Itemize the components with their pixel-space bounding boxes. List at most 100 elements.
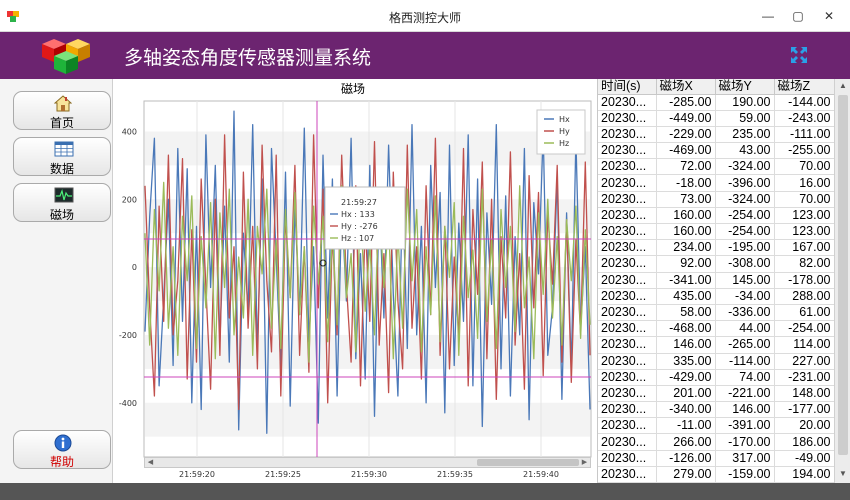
nav-data-button[interactable]: 数据 xyxy=(13,137,111,176)
table-cell: -265.00 xyxy=(715,336,775,354)
table-row[interactable]: 20230... 72.00 -324.00 70.00 xyxy=(598,158,835,176)
table-cell: 160.00 xyxy=(656,223,716,241)
chart-scroll-thumb[interactable] xyxy=(477,459,579,466)
table-row[interactable]: 20230... 146.00 -265.00 114.00 xyxy=(598,336,835,354)
table-cell: 146.00 xyxy=(656,336,716,354)
table-row[interactable]: 20230... 234.00 -195.00 167.00 xyxy=(598,239,835,257)
table-cell: 234.00 xyxy=(656,239,716,257)
table-cell: -195.00 xyxy=(715,239,775,257)
magnetic-chart[interactable]: 磁场 400 200 0 -200 -400 21:59:20 21:59:25 21:59… xyxy=(113,79,597,483)
scroll-up-arrow-icon[interactable]: ▲ xyxy=(839,81,847,90)
nav-magnetic-button[interactable]: 磁场 xyxy=(13,183,111,222)
table-cell: 190.00 xyxy=(715,94,775,111)
table-row[interactable]: 20230... -126.00 317.00 -49.00 xyxy=(598,450,835,467)
table-vertical-scrollbar[interactable]: ▲ ▼ xyxy=(834,79,850,483)
table-row[interactable]: 20230... 160.00 -254.00 123.00 xyxy=(598,207,835,225)
x-tick-label: 21:59:40 xyxy=(523,470,559,479)
minimize-button[interactable]: — xyxy=(762,9,774,23)
table-cell: 74.00 xyxy=(715,369,775,386)
chart-panel: 磁场 400 200 0 -200 -400 21:59:20 21:59:25 21:59… xyxy=(113,79,597,483)
table-cell: 20230... xyxy=(598,288,657,305)
table-scroll-thumb[interactable] xyxy=(838,95,848,455)
table-cell: 20230... xyxy=(598,450,657,467)
y-tick-label: -400 xyxy=(119,399,137,408)
table-row[interactable]: 20230... -429.00 74.00 -231.00 xyxy=(598,369,835,386)
table-row[interactable]: 20230... 435.00 -34.00 288.00 xyxy=(598,288,835,305)
table-cell: 145.00 xyxy=(715,272,775,289)
table-cell: -49.00 xyxy=(774,450,835,467)
tooltip-value-hz: Hz : 107 xyxy=(341,234,374,243)
tooltip-box xyxy=(324,186,406,250)
fullscreen-icon[interactable] xyxy=(790,46,808,64)
table-cell: 201.00 xyxy=(656,385,716,403)
table-cell: -336.00 xyxy=(715,304,775,322)
table-cell: -449.00 xyxy=(656,110,716,127)
table-row[interactable]: 20230... 201.00 -221.00 148.00 xyxy=(598,385,835,403)
table-cell: 20230... xyxy=(598,207,657,225)
table-row[interactable]: 20230... 279.00 -159.00 194.00 xyxy=(598,466,835,483)
table-cell: 61.00 xyxy=(774,304,835,322)
sidebar: 首页 数据 磁场 帮助 xyxy=(0,79,113,483)
column-header[interactable]: 磁场X xyxy=(656,79,716,95)
scroll-down-arrow-icon[interactable]: ▼ xyxy=(839,469,847,478)
cubes-logo-icon xyxy=(42,39,90,74)
table-row[interactable]: 20230... 266.00 -170.00 186.00 xyxy=(598,433,835,451)
legend-label: Hy xyxy=(559,127,570,136)
table-cell: 194.00 xyxy=(774,466,835,483)
table-cell: 20230... xyxy=(598,433,657,451)
column-header[interactable]: 磁场Y xyxy=(715,79,775,95)
chart-horizontal-scrollbar[interactable]: ◀ ▶ xyxy=(144,457,591,468)
close-button[interactable]: ✕ xyxy=(823,9,835,23)
table-cell: -324.00 xyxy=(715,158,775,176)
table-cell: 20230... xyxy=(598,385,657,403)
waveform-icon xyxy=(54,187,74,203)
nav-home-button[interactable]: 首页 xyxy=(13,91,111,130)
x-tick-label: 21:59:25 xyxy=(265,470,301,479)
home-icon xyxy=(54,95,72,112)
table-cell: 20230... xyxy=(598,239,657,257)
table-cell: 20230... xyxy=(598,466,657,483)
table-cell: 114.00 xyxy=(774,336,835,354)
table-row[interactable]: 20230... 73.00 -324.00 70.00 xyxy=(598,191,835,208)
table-cell: -324.00 xyxy=(715,191,775,208)
table-row[interactable]: 20230... -468.00 44.00 -254.00 xyxy=(598,320,835,338)
table-row[interactable]: 20230... -285.00 190.00 -144.00 xyxy=(598,94,835,111)
maximize-button[interactable]: ▢ xyxy=(792,9,804,23)
table-cell: 70.00 xyxy=(774,191,835,208)
app-icon xyxy=(7,11,19,22)
scroll-right-arrow-icon[interactable]: ▶ xyxy=(581,459,588,466)
grid-band xyxy=(145,131,590,166)
scroll-left-arrow-icon[interactable]: ◀ xyxy=(147,459,154,466)
info-icon xyxy=(54,434,72,452)
table-row[interactable]: 20230... -469.00 43.00 -255.00 xyxy=(598,142,835,160)
window-title: 格西测控大师 xyxy=(388,11,461,25)
table-cell: -126.00 xyxy=(656,450,716,467)
table-cell: -178.00 xyxy=(774,272,835,289)
table-row[interactable]: 20230... -18.00 -396.00 16.00 xyxy=(598,174,835,192)
main-area: 首页 数据 磁场 帮助 xyxy=(0,79,850,483)
table-row[interactable]: 20230... 92.00 -308.00 82.00 xyxy=(598,255,835,273)
column-header[interactable]: 时间(s) xyxy=(598,79,657,95)
table-row[interactable]: 20230... -11.00 -391.00 20.00 xyxy=(598,417,835,435)
table-cell: 72.00 xyxy=(656,158,716,176)
help-button[interactable]: 帮助 xyxy=(13,430,111,469)
table-icon xyxy=(54,141,74,157)
table-row[interactable]: 20230... -341.00 145.00 -178.00 xyxy=(598,272,835,289)
series-line-hz[interactable] xyxy=(144,181,591,363)
table-cell: 160.00 xyxy=(656,207,716,225)
table-cell: -144.00 xyxy=(774,94,835,111)
table-cell: 20230... xyxy=(598,223,657,241)
table-row[interactable]: 20230... -340.00 146.00 -177.00 xyxy=(598,401,835,419)
table-row[interactable]: 20230... 160.00 -254.00 123.00 xyxy=(598,223,835,241)
table-row[interactable]: 20230... 335.00 -114.00 227.00 xyxy=(598,353,835,370)
table-cell: -159.00 xyxy=(715,466,775,483)
x-tick-label: 21:59:20 xyxy=(179,470,215,479)
table-row[interactable]: 20230... 58.00 -336.00 61.00 xyxy=(598,304,835,322)
table-cell: -229.00 xyxy=(656,126,716,144)
column-header[interactable]: 磁场Z xyxy=(774,79,835,95)
nav-home-label: 首页 xyxy=(49,116,74,130)
table-row[interactable]: 20230... -229.00 235.00 -111.00 xyxy=(598,126,835,144)
table-cell: -254.00 xyxy=(715,223,775,241)
table-cell: -396.00 xyxy=(715,174,775,192)
table-row[interactable]: 20230... -449.00 59.00 -243.00 xyxy=(598,110,835,127)
